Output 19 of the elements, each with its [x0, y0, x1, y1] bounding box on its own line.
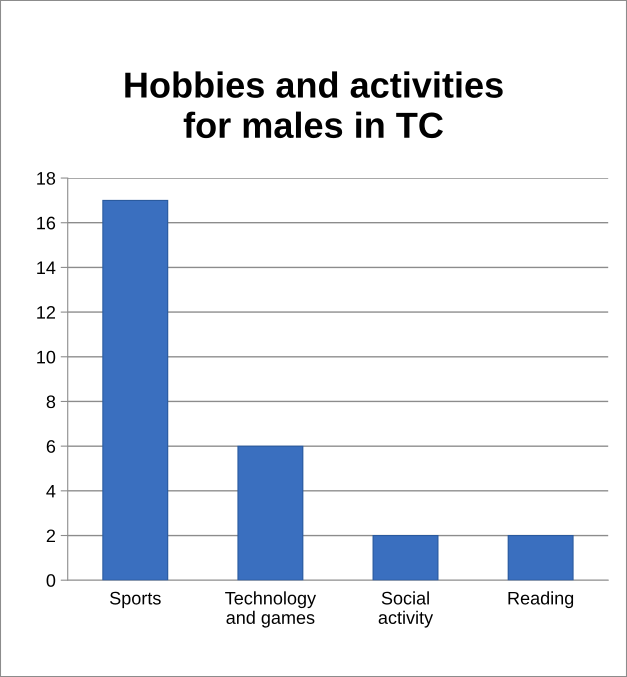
- x-tick-label: Sports: [110, 592, 161, 608]
- y-tick-label: 14: [37, 262, 56, 274]
- x-tick-label: Technology and games: [225, 591, 316, 628]
- y-tick-label: 12: [37, 306, 56, 319]
- y-tick-label: 2: [46, 529, 56, 542]
- chart-title: Hobbies and activities for males in TC: [125, 71, 503, 138]
- x-tick-label: Reading: [508, 591, 574, 608]
- y-tick-label: 6: [46, 440, 56, 453]
- y-tick-label: 18: [37, 172, 56, 185]
- y-tick-label: 8: [46, 395, 56, 408]
- y-tick-label: 16: [37, 216, 56, 230]
- bar: [508, 534, 574, 580]
- bar: [372, 534, 438, 580]
- bar: [102, 200, 168, 580]
- bar: [237, 446, 304, 580]
- y-tick-label: 0: [46, 574, 56, 587]
- y-tick-label: 10: [37, 350, 56, 364]
- y-tick-label: 4: [46, 484, 56, 498]
- x-tick-label: Social activity: [378, 591, 434, 628]
